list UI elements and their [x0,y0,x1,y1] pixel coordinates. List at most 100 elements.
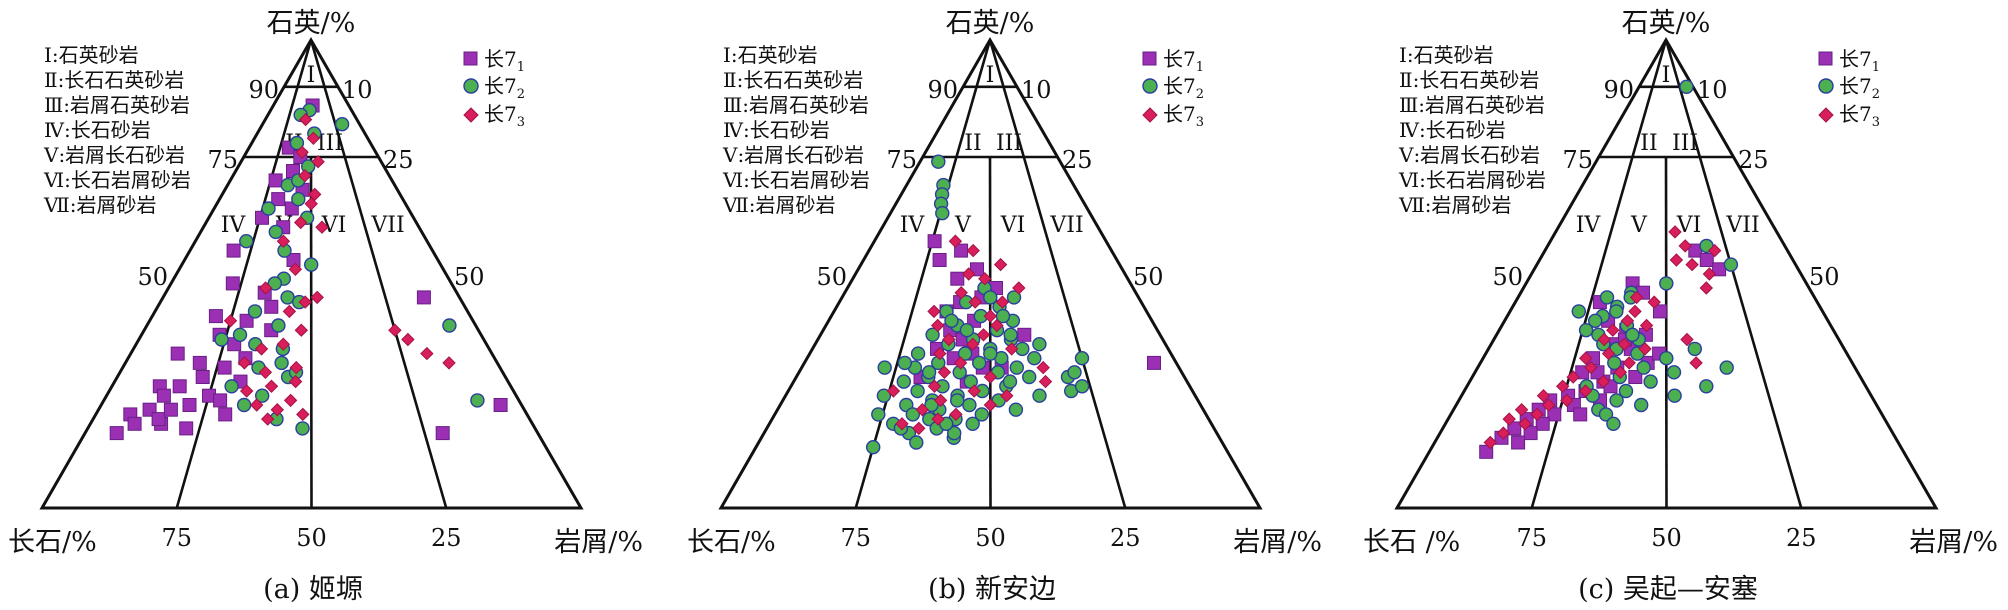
series-3-points [223,112,456,426]
data-points [1479,79,1739,459]
data-point-circle [924,397,939,413]
data-point-circle [236,397,252,413]
data-point-square [156,388,171,403]
series-legend: 长71 长72 长73 [463,47,525,130]
legend-series-2-label: 长72 [484,74,525,102]
tick-label-quartz-90: 90 [1603,76,1634,104]
data-point-diamond [442,356,456,370]
data-point-diamond [1560,393,1574,408]
data-point-diamond [1496,426,1511,440]
zone-legend: Ⅰ:石英砂岩 Ⅱ:长石石英砂岩 Ⅲ:岩屑石英砂岩 Ⅳ:长石砂岩 Ⅴ:岩屑长石砂岩… [1398,43,1546,217]
data-point-diamond [237,356,252,370]
data-point-circle [896,374,912,389]
series-legend: 长71 长72 长73 [1818,47,1880,130]
zone-legend-item-5: Ⅴ:岩屑长石砂岩 [1398,143,1540,167]
tick-label-lithic-10: 10 [1021,76,1052,104]
data-point-square [217,360,232,375]
data-point-circle [925,327,940,342]
data-point-circle [1008,402,1024,417]
tick-label-base-50: 50 [296,524,327,552]
zone-label-4: IV [221,213,247,238]
zone-label-5: V [954,213,972,238]
tick-label-lithic-25: 25 [1062,146,1093,174]
data-point-diamond [912,421,926,436]
data-point-diamond [264,379,279,394]
tick-label-base-25: 25 [1110,524,1141,552]
data-point-diamond [1483,435,1498,450]
data-point-diamond [942,332,956,347]
data-point-diamond [983,309,998,323]
data-point-square [1535,416,1550,431]
data-point-circle [291,191,306,207]
data-point-circle [965,416,980,431]
data-points [865,154,1161,455]
data-point-square [163,402,178,417]
data-point-diamond [401,332,415,347]
data-point-square [208,309,223,324]
data-points [109,98,508,441]
data-point-circle [1609,304,1624,319]
data-point-diamond [296,407,310,422]
data-point-diamond [276,337,291,351]
data-point-diamond [298,168,312,183]
data-point-circle [876,388,892,403]
data-point-diamond [1613,365,1628,380]
legend-series-3-label: 长73 [1163,102,1204,130]
tick-label-left-50: 50 [816,263,847,291]
data-point-square [109,426,124,441]
data-point-square [950,271,965,286]
data-point-circle [1571,304,1587,319]
line-feldspar-75 [1530,39,1668,509]
data-point-diamond [254,342,269,356]
data-point-diamond [1699,281,1714,295]
legend-circle-marker [1818,78,1834,94]
tick-label-lithic-25: 25 [1738,146,1769,174]
data-point-diamond [886,384,901,398]
data-point-circle [974,407,989,422]
ternary-panel-a: 石英/% 长石/% 岩屑/% 90 10 75 25 50 50 75 50 2… [8,8,643,605]
data-point-diamond [1689,356,1703,370]
series-1-points [109,98,508,441]
line-feldspar-25 [1664,39,1803,509]
data-point-square [1628,370,1643,384]
data-point-square [1147,355,1161,370]
legend-series-2-label: 长72 [1163,74,1204,102]
data-point-diamond [288,374,303,389]
data-point-diamond [1668,225,1682,239]
data-point-diamond [420,346,434,361]
zone-legend-item-5: Ⅴ:岩屑长石砂岩 [722,143,864,167]
apex-label-feldspar: 长石/% [8,527,97,558]
data-point-diamond [983,370,998,384]
data-point-diamond [967,384,981,398]
data-point-diamond [276,234,291,248]
data-point-circle [224,379,239,394]
data-point-diamond [1530,407,1544,422]
data-point-diamond [239,384,254,398]
data-point-diamond [1680,332,1694,347]
data-point-diamond [258,281,273,295]
data-point-diamond [311,154,325,169]
data-point-diamond [295,145,309,160]
zone-legend-item-2: Ⅱ:长石石英砂岩 [44,68,184,92]
data-point-diamond [1601,346,1616,361]
data-point-square [213,393,228,408]
data-point-diamond [1536,388,1551,403]
data-point-square [1547,407,1562,422]
data-point-diamond [990,318,1004,333]
data-point-circle [1002,374,1018,389]
zone-legend: Ⅰ:石英砂岩 Ⅱ:长石石英砂岩 Ⅲ:岩屑石英砂岩 Ⅳ:长石砂岩 Ⅴ:岩屑长石砂岩… [43,43,191,217]
zone-legend-item-7: Ⅶ:岩屑砂岩 [43,193,157,217]
data-point-circle [304,257,319,272]
legend-square-marker [463,51,478,66]
data-point-diamond [310,290,324,305]
tick-label-quartz-75: 75 [1562,146,1593,174]
data-point-circle [1607,355,1622,371]
tick-label-base-25: 25 [1786,524,1817,552]
zone-label-1: I [986,63,995,88]
legend-series-3-label: 长73 [1839,102,1880,130]
zone-legend-item-1: Ⅰ:石英砂岩 [44,43,139,67]
zone-legend-item-2: Ⅱ:长石石英砂岩 [723,68,863,92]
data-point-diamond [1012,281,1026,295]
data-point-circle [274,355,289,371]
data-point-square [1523,426,1538,441]
